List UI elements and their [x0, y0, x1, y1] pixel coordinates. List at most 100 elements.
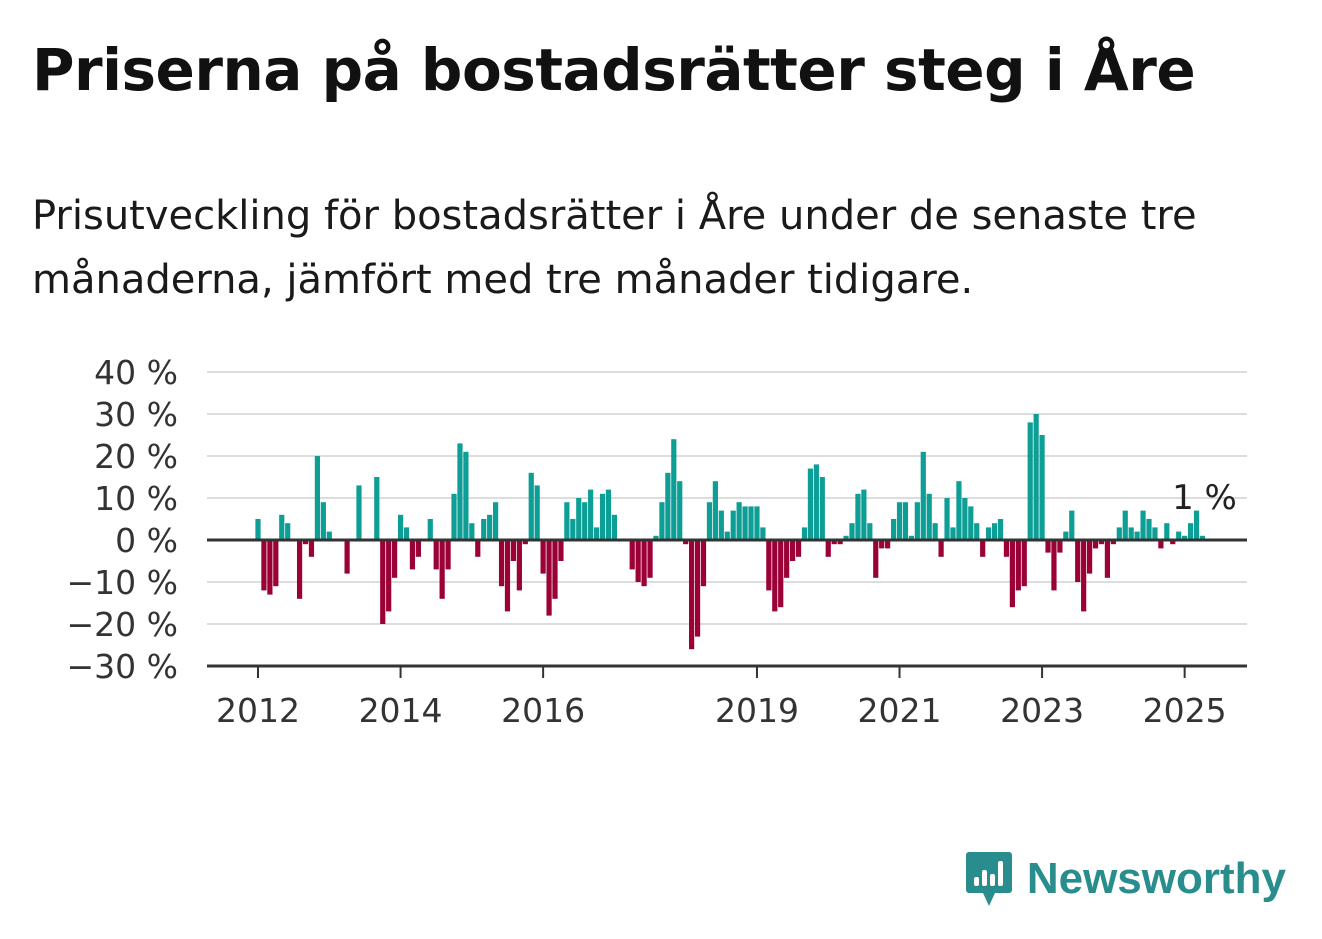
bar	[504, 540, 511, 612]
bar	[1193, 510, 1200, 540]
bar	[908, 535, 914, 540]
bar	[1063, 531, 1069, 540]
bar	[570, 519, 576, 540]
bar	[807, 468, 814, 540]
bar	[611, 514, 617, 540]
bar	[463, 451, 469, 540]
bar	[403, 527, 410, 540]
bar	[843, 535, 849, 540]
bar	[493, 502, 499, 540]
bar	[813, 464, 819, 540]
bar	[380, 540, 386, 624]
y-axis-labels: −30 %−20 %−10 %0 %10 %20 %30 %40 %	[67, 353, 179, 686]
bar	[944, 498, 950, 540]
bar	[991, 523, 998, 540]
bar	[855, 493, 861, 540]
bar	[1110, 540, 1116, 545]
bar	[890, 519, 897, 540]
bar	[1075, 540, 1081, 582]
bar	[831, 540, 837, 545]
bar	[730, 510, 736, 540]
bar	[1069, 510, 1075, 540]
bar	[576, 498, 582, 540]
bar	[700, 540, 707, 587]
bar	[255, 519, 261, 540]
bar	[754, 506, 760, 540]
bar	[433, 540, 439, 570]
bar	[1051, 540, 1057, 591]
bar	[1116, 527, 1122, 540]
bar	[1033, 414, 1039, 540]
bar	[1003, 540, 1010, 557]
bar	[641, 540, 647, 587]
x-tick-label: 2012	[216, 691, 300, 730]
bar	[932, 523, 938, 540]
x-tick-label: 2014	[359, 691, 443, 730]
bar	[837, 540, 843, 545]
bar	[629, 540, 635, 570]
bar	[659, 502, 665, 540]
bar	[790, 540, 796, 561]
bar	[677, 481, 683, 540]
bar	[588, 489, 594, 540]
y-tick-label: −10 %	[67, 563, 179, 602]
bar	[671, 439, 677, 540]
bar	[1170, 540, 1176, 545]
bar	[457, 443, 463, 540]
bar	[498, 540, 505, 587]
x-tick-label: 2023	[1000, 691, 1084, 730]
bar	[920, 451, 926, 540]
bar-chart: −30 %−20 %−10 %0 %10 %20 %30 %40 % 2012 2…	[67, 353, 1247, 730]
bar	[1104, 540, 1111, 578]
bar	[1122, 510, 1128, 540]
bar	[1027, 422, 1033, 540]
bar	[1182, 535, 1188, 540]
bar	[296, 540, 303, 599]
bar	[962, 498, 968, 540]
bar	[867, 523, 873, 540]
bar	[819, 477, 825, 540]
x-tick-label: 2025	[1143, 691, 1227, 730]
bar	[302, 540, 309, 545]
bar	[273, 540, 279, 587]
bar	[386, 540, 392, 612]
bar	[439, 540, 445, 599]
bar	[647, 540, 653, 578]
bar	[635, 540, 641, 582]
bar	[1081, 540, 1087, 612]
bar	[980, 540, 986, 557]
bar	[267, 540, 273, 595]
bar	[469, 523, 475, 540]
bar	[974, 523, 980, 540]
y-tick-label: −20 %	[67, 605, 179, 644]
bar	[427, 519, 433, 540]
latest-value-label: 1 %	[1172, 478, 1237, 518]
bar	[902, 502, 909, 540]
x-tick-label: 2016	[501, 691, 585, 730]
bar	[582, 502, 588, 540]
bar	[742, 506, 748, 540]
y-tick-label: 40 %	[94, 353, 178, 392]
bar	[1015, 540, 1021, 591]
bar	[748, 506, 754, 540]
bar	[356, 485, 362, 540]
axes	[207, 538, 1247, 678]
bar	[481, 519, 487, 540]
bar	[879, 540, 885, 549]
bar	[1128, 527, 1134, 540]
bar	[1092, 540, 1099, 549]
bar	[950, 527, 956, 540]
bar	[736, 502, 742, 540]
y-tick-label: 0 %	[115, 521, 178, 560]
bar	[308, 540, 315, 557]
newsworthy-logo-icon	[965, 852, 1012, 906]
bar	[546, 540, 552, 616]
bar	[861, 489, 867, 540]
bar	[825, 540, 831, 557]
bar	[451, 493, 457, 540]
bar	[326, 531, 332, 540]
bar	[706, 502, 713, 540]
bar	[766, 540, 772, 591]
bar	[1045, 540, 1051, 553]
bar	[760, 527, 766, 540]
